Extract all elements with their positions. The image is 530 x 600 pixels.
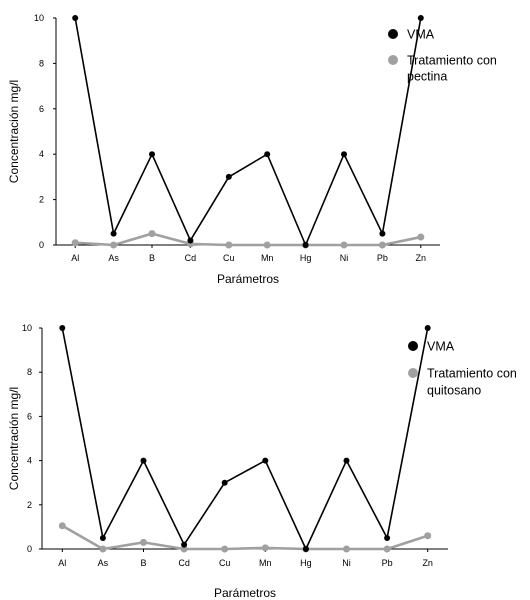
x-tick-label: Ni: [342, 558, 351, 568]
x-tick-label: B: [140, 558, 146, 568]
y-axis-title: Concentración mg/l: [7, 80, 21, 183]
x-tick-label: Al: [71, 253, 79, 263]
data-point-treatment: [263, 241, 271, 249]
x-tick-label: Pb: [377, 253, 388, 263]
legend-label: VMA: [407, 28, 435, 42]
x-tick-label: B: [149, 253, 155, 263]
x-tick-label: Cd: [185, 253, 197, 263]
y-tick-label: 8: [27, 367, 32, 377]
data-point-treatment: [383, 545, 391, 553]
data-point-vma: [221, 479, 228, 486]
y-tick-label: 0: [39, 240, 44, 250]
series-line-vma: [61, 327, 429, 550]
data-point-vma: [424, 325, 431, 331]
series-line-treatment: [75, 232, 422, 247]
legend-marker: [388, 55, 398, 65]
data-point-vma: [379, 230, 386, 237]
x-tick-label: Zn: [416, 253, 427, 263]
data-point-treatment: [417, 233, 425, 241]
chart-1: 0 2 4 6 8 10 Al As B Cd Cu Mn Hg Ni Pb Zn Parámetros Conc…: [7, 13, 497, 286]
data-point-treatment: [261, 544, 269, 552]
y-tick-label: 2: [39, 195, 44, 205]
legend-marker: [388, 29, 398, 39]
data-point-vma: [59, 325, 66, 331]
series-line-vma: [74, 17, 422, 246]
data-point-vma: [149, 151, 155, 158]
y-tick-label: 6: [39, 104, 44, 114]
legend-marker: [408, 368, 418, 378]
y-tick-label: 10: [34, 13, 44, 23]
y-tick-label: 8: [39, 58, 44, 68]
x-tick-label: Cu: [223, 253, 235, 263]
x-tick-label: As: [98, 558, 109, 568]
x-tick-label: Cd: [178, 558, 190, 568]
x-tick-label: Mn: [259, 558, 272, 568]
data-point-treatment: [110, 241, 118, 249]
y-tick-label: 4: [39, 149, 44, 159]
x-tick-label: Zn: [422, 558, 433, 568]
chart-2: 0 2 4 6 8 10 Al As B Cd Cu Mn Hg Ni Pb Zn Parámetros Conc…: [7, 323, 517, 600]
y-tick-label: 2: [27, 500, 32, 510]
data-point-vma: [343, 457, 350, 464]
data-point-treatment: [221, 545, 229, 553]
data-point-vma: [384, 534, 391, 541]
data-point-vma: [181, 541, 188, 548]
data-point-vma: [72, 15, 79, 21]
data-point-vma: [341, 151, 347, 158]
legend-label: quitosano: [427, 384, 481, 398]
data-point-vma: [110, 230, 117, 237]
data-point-vma: [187, 237, 194, 244]
legend-marker: [408, 341, 418, 351]
data-point-treatment: [225, 241, 233, 249]
x-tick-label: Pb: [382, 558, 393, 568]
x-axis-title: Parámetros: [217, 272, 279, 286]
data-point-vma: [302, 546, 309, 552]
data-point-vma: [225, 173, 232, 180]
x-tick-label: Al: [58, 558, 66, 568]
data-point-vma: [264, 151, 271, 158]
y-tick-label: 0: [27, 544, 32, 554]
data-point-vma: [140, 457, 147, 464]
x-tick-label: Ni: [340, 253, 349, 263]
data-point-treatment: [343, 545, 350, 553]
y-tick-label: 4: [27, 456, 32, 466]
legend-label: Tratamiento con: [407, 54, 497, 68]
data-point-treatment: [378, 241, 386, 249]
data-point-treatment: [71, 239, 79, 247]
y-tick-label: 6: [27, 411, 32, 421]
data-point-treatment: [180, 545, 188, 553]
x-tick-label: Cu: [219, 558, 231, 568]
legend-label: VMA: [427, 340, 455, 354]
data-point-treatment: [148, 230, 156, 238]
data-point-vma: [99, 534, 106, 541]
data-point-treatment: [99, 545, 107, 553]
data-point-treatment: [140, 538, 147, 546]
data-point-vma: [417, 15, 424, 21]
x-tick-label: Hg: [300, 558, 312, 568]
y-axis-title: Concentración mg/l: [7, 387, 21, 490]
x-tick-label: Hg: [300, 253, 312, 263]
x-axis-title: Parámetros: [214, 586, 276, 600]
data-point-treatment: [58, 522, 66, 530]
series-line-treatment: [61, 524, 429, 551]
legend-label: pectina: [407, 70, 447, 84]
data-point-vma: [262, 457, 269, 464]
y-tick-label: 10: [22, 323, 32, 333]
data-point-vma: [302, 242, 309, 248]
x-tick-label: Mn: [261, 253, 274, 263]
data-point-treatment: [340, 241, 348, 249]
data-point-treatment: [424, 532, 432, 540]
legend-label: Tratamiento con: [427, 367, 517, 381]
x-tick-label: As: [108, 253, 119, 263]
